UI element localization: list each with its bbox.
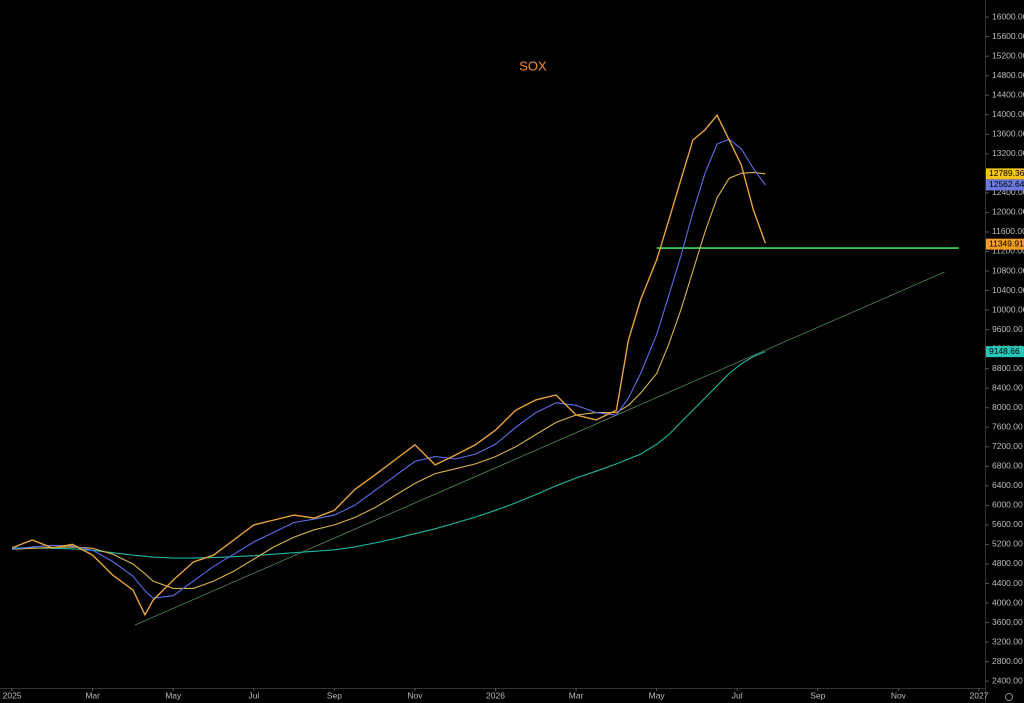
y-tick-label: 13200.00	[992, 148, 1024, 158]
y-tick-label: 7600.00	[992, 422, 1023, 432]
y-tick-label: 2400.00	[992, 675, 1023, 685]
y-tick-label: 15200.00	[992, 50, 1024, 60]
y-tick-label: 10000.00	[992, 304, 1024, 314]
y-tick-label: 4800.00	[992, 558, 1023, 568]
price-label: 9148.66	[989, 346, 1020, 356]
price-label: 12789.36	[989, 168, 1024, 178]
x-tick-label: 2026	[486, 690, 505, 700]
y-tick-label: 13600.00	[992, 129, 1024, 139]
y-tick-label: 12000.00	[992, 207, 1024, 217]
x-tick-label: 2027	[969, 690, 988, 700]
moving-average	[12, 171, 766, 589]
price-label-box	[986, 238, 1024, 250]
x-tick-label: Sep	[327, 690, 342, 700]
trend-line	[134, 271, 945, 626]
price-label: 11349.91	[989, 238, 1024, 248]
y-tick-label: 7200.00	[992, 441, 1023, 451]
price-label-box	[986, 179, 1024, 191]
y-tick-label: 3600.00	[992, 617, 1023, 627]
price-label: 12562.64	[989, 179, 1024, 189]
y-tick-label: 11200.00	[992, 246, 1024, 256]
y-tick-label: 2800.00	[992, 656, 1023, 666]
y-tick-label: 10400.00	[992, 285, 1024, 295]
moving-average	[12, 138, 766, 599]
x-tick-label: Mar	[85, 690, 100, 700]
y-tick-label: 14000.00	[992, 109, 1024, 119]
y-tick-label: 10800.00	[992, 265, 1024, 275]
price-label-box	[986, 346, 1024, 358]
y-tick-label: 4000.00	[992, 597, 1023, 607]
x-tick-label: Nov	[407, 690, 423, 700]
x-tick-label: May	[165, 690, 182, 700]
x-tick-label: Mar	[569, 690, 584, 700]
y-tick-label: 9600.00	[992, 324, 1023, 334]
y-tick-label: 5600.00	[992, 519, 1023, 529]
price-label-box	[986, 168, 1024, 180]
y-tick-label: 12400.00	[992, 187, 1024, 197]
x-tick-label: Jul	[732, 690, 743, 700]
y-tick-label: 14400.00	[992, 89, 1024, 99]
price-line	[11, 113, 767, 617]
y-tick-label: 6000.00	[992, 500, 1023, 510]
settings-icon[interactable]	[1005, 693, 1013, 701]
y-tick-label: 15600.00	[992, 31, 1024, 41]
chart-title: SOX	[519, 58, 547, 73]
y-tick-label: 8800.00	[992, 363, 1023, 373]
y-tick-label: 14800.00	[992, 70, 1024, 80]
y-tick-label: 6800.00	[992, 461, 1023, 471]
moving-average	[12, 351, 766, 559]
y-tick-label: 16000.00	[992, 11, 1024, 21]
x-tick-label: Sep	[810, 690, 825, 700]
y-tick-label: 8000.00	[992, 402, 1023, 412]
x-tick-label: Jul	[248, 690, 259, 700]
y-tick-label: 3200.00	[992, 636, 1023, 646]
y-tick-label: 11600.00	[992, 226, 1024, 236]
x-tick-label: 2025	[3, 690, 22, 700]
y-tick-label: 6400.00	[992, 480, 1023, 490]
x-tick-label: Nov	[891, 690, 907, 700]
y-tick-label: 4400.00	[992, 578, 1023, 588]
y-tick-label: 8400.00	[992, 382, 1023, 392]
y-tick-label: 5200.00	[992, 539, 1023, 549]
x-tick-label: May	[649, 690, 666, 700]
